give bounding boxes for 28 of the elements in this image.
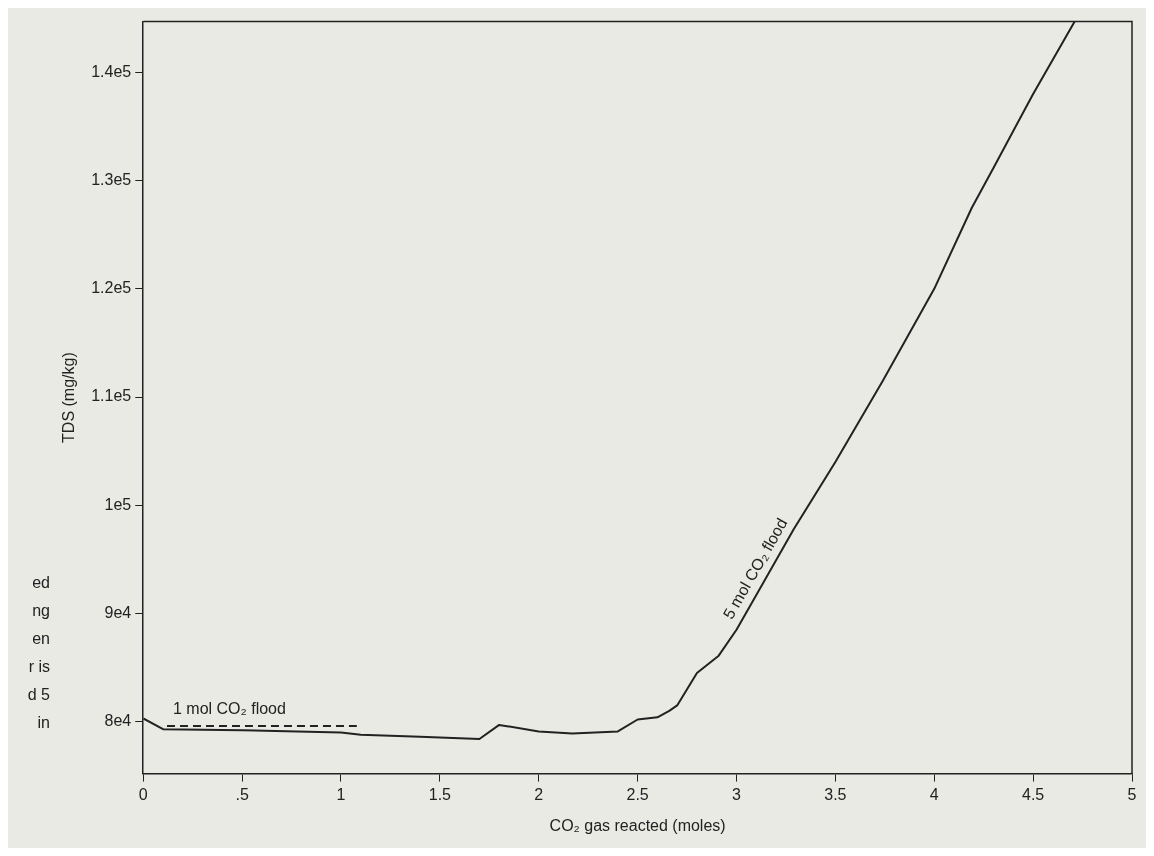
y-tick-label: 8e4 [104,712,132,730]
y-tick-label: 1.1e5 [91,387,132,405]
x-tick-label: .5 [235,785,249,803]
x-tick-label: 4 [929,785,939,803]
x-tick-label: 3 [732,785,742,803]
y-tick-label: 1.2e5 [91,279,132,297]
text: ng [32,601,50,619]
text: d 5 [27,685,51,703]
text: en [32,629,50,647]
text: ed [32,573,50,591]
text: in [37,713,50,731]
y-tick-label: 1.3e5 [91,171,132,189]
y-tick-label: 9e4 [104,603,132,621]
text: r is [28,657,50,675]
x-tick-label: 1.5 [428,785,452,803]
x-tick-label: 3.5 [824,785,847,803]
x-tick-label: 4.5 [1022,785,1045,803]
y-tick-label: 1e5 [104,495,132,513]
x-tick-label: 2.5 [626,785,649,803]
y-tick-label: 1.4e5 [91,62,132,80]
text: 5 mol CO₂ flood [719,515,791,622]
x-tick-label: 2 [534,785,544,803]
x-axis-title: CO₂ gas reacted (moles) [549,816,726,834]
x-tick-label: 5 [1127,785,1137,803]
x-tick-label: 1 [336,785,346,803]
x-tick-label: 0 [138,785,148,803]
y-axis-title: TDS (mg/kg) [60,352,78,443]
series-label: 1 mol CO₂ flood [172,700,286,718]
